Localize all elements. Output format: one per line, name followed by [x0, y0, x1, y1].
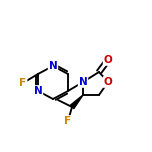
Text: F: F — [19, 78, 27, 88]
Polygon shape — [70, 95, 83, 109]
Text: N: N — [34, 86, 42, 96]
Text: O: O — [104, 77, 112, 87]
Text: F: F — [64, 116, 72, 126]
Text: O: O — [104, 55, 112, 65]
Text: N: N — [79, 77, 87, 87]
Text: N: N — [49, 61, 57, 71]
